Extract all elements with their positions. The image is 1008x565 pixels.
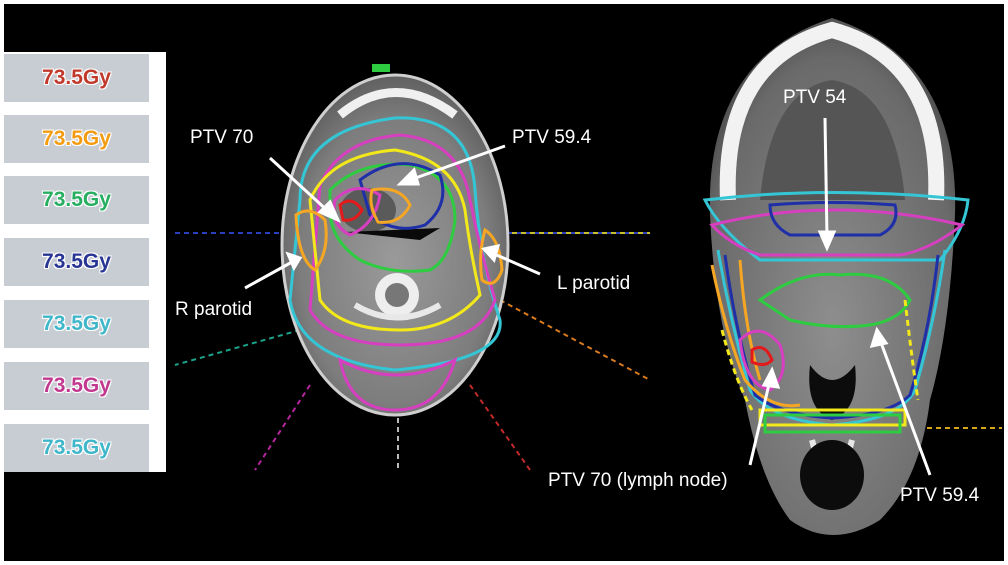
arrow-ptv70-ln	[748, 379, 772, 466]
legend-item-dose-1: 73.5Gy	[4, 54, 149, 102]
label-l-parotid: L parotid	[557, 273, 631, 294]
arrow-ptv70	[268, 156, 332, 215]
axial-contours	[288, 116, 504, 412]
legend-item-dose-7: 73.5Gy	[4, 424, 149, 472]
legend-item-dose-4: 73.5Gy	[4, 238, 149, 286]
coronal-contours	[702, 191, 970, 434]
dose-legend: 73.5Gy 73.5Gy 73.5Gy 73.5Gy 73.5Gy 73.5G…	[0, 52, 166, 472]
label-ptv70: PTV 70	[190, 127, 254, 148]
label-ptv594-axial: PTV 59.4	[512, 127, 592, 148]
label-ptv54: PTV 54	[783, 87, 847, 108]
legend-item-dose-3: 73.5Gy	[4, 176, 149, 224]
arrow-r-parotid	[244, 260, 293, 290]
legend-item-dose-2: 73.5Gy	[4, 115, 149, 163]
label-r-parotid: R parotid	[175, 299, 253, 320]
legend-item-dose-6: 73.5Gy	[4, 362, 149, 410]
arrow-ptv54	[823, 117, 829, 239]
label-ptv70-lymph-node: PTV 70 (lymph node)	[548, 470, 728, 491]
arrow-ptv594-coronal	[878, 339, 932, 476]
label-ptv594-coronal: PTV 59.4	[900, 485, 980, 506]
legend-item-dose-5: 73.5Gy	[4, 300, 149, 348]
annotation-arrows	[244, 117, 932, 476]
arrow-l-parotid	[491, 251, 541, 276]
arrow-ptv594-axial	[409, 144, 506, 182]
